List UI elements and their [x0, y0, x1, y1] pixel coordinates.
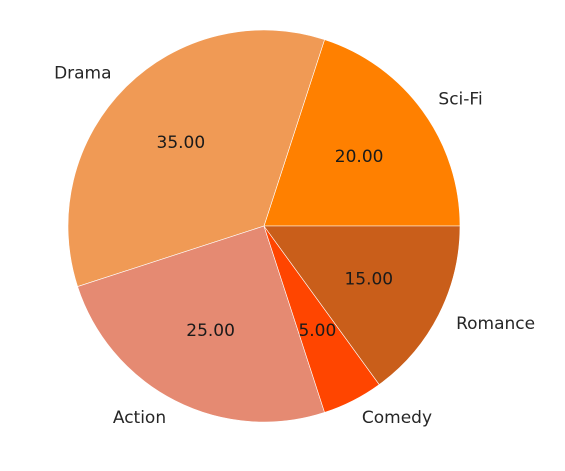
value-label-action: 25.00 [186, 321, 235, 341]
pie-slice-drama [67, 29, 325, 287]
pie-labels: Sci-Fi 20.00 Drama 35.00 Action 25.00 Comedy 5.… [54, 64, 535, 429]
category-label-sci-fi: Sci-Fi [438, 89, 482, 109]
pie-slice-sci-fi [263, 39, 461, 227]
pie-slices [67, 29, 461, 423]
category-label-romance: Romance [456, 314, 535, 334]
value-label-comedy: 5.00 [298, 321, 336, 341]
value-label-drama: 35.00 [157, 133, 206, 153]
category-label-drama: Drama [54, 64, 111, 84]
category-label-comedy: Comedy [362, 408, 432, 428]
value-label-romance: 15.00 [344, 269, 393, 289]
pie-slice-action [77, 225, 325, 423]
pie-slice-romance [263, 225, 461, 385]
value-label-sci-fi: 20.00 [335, 147, 384, 167]
category-label-action: Action [113, 408, 166, 428]
